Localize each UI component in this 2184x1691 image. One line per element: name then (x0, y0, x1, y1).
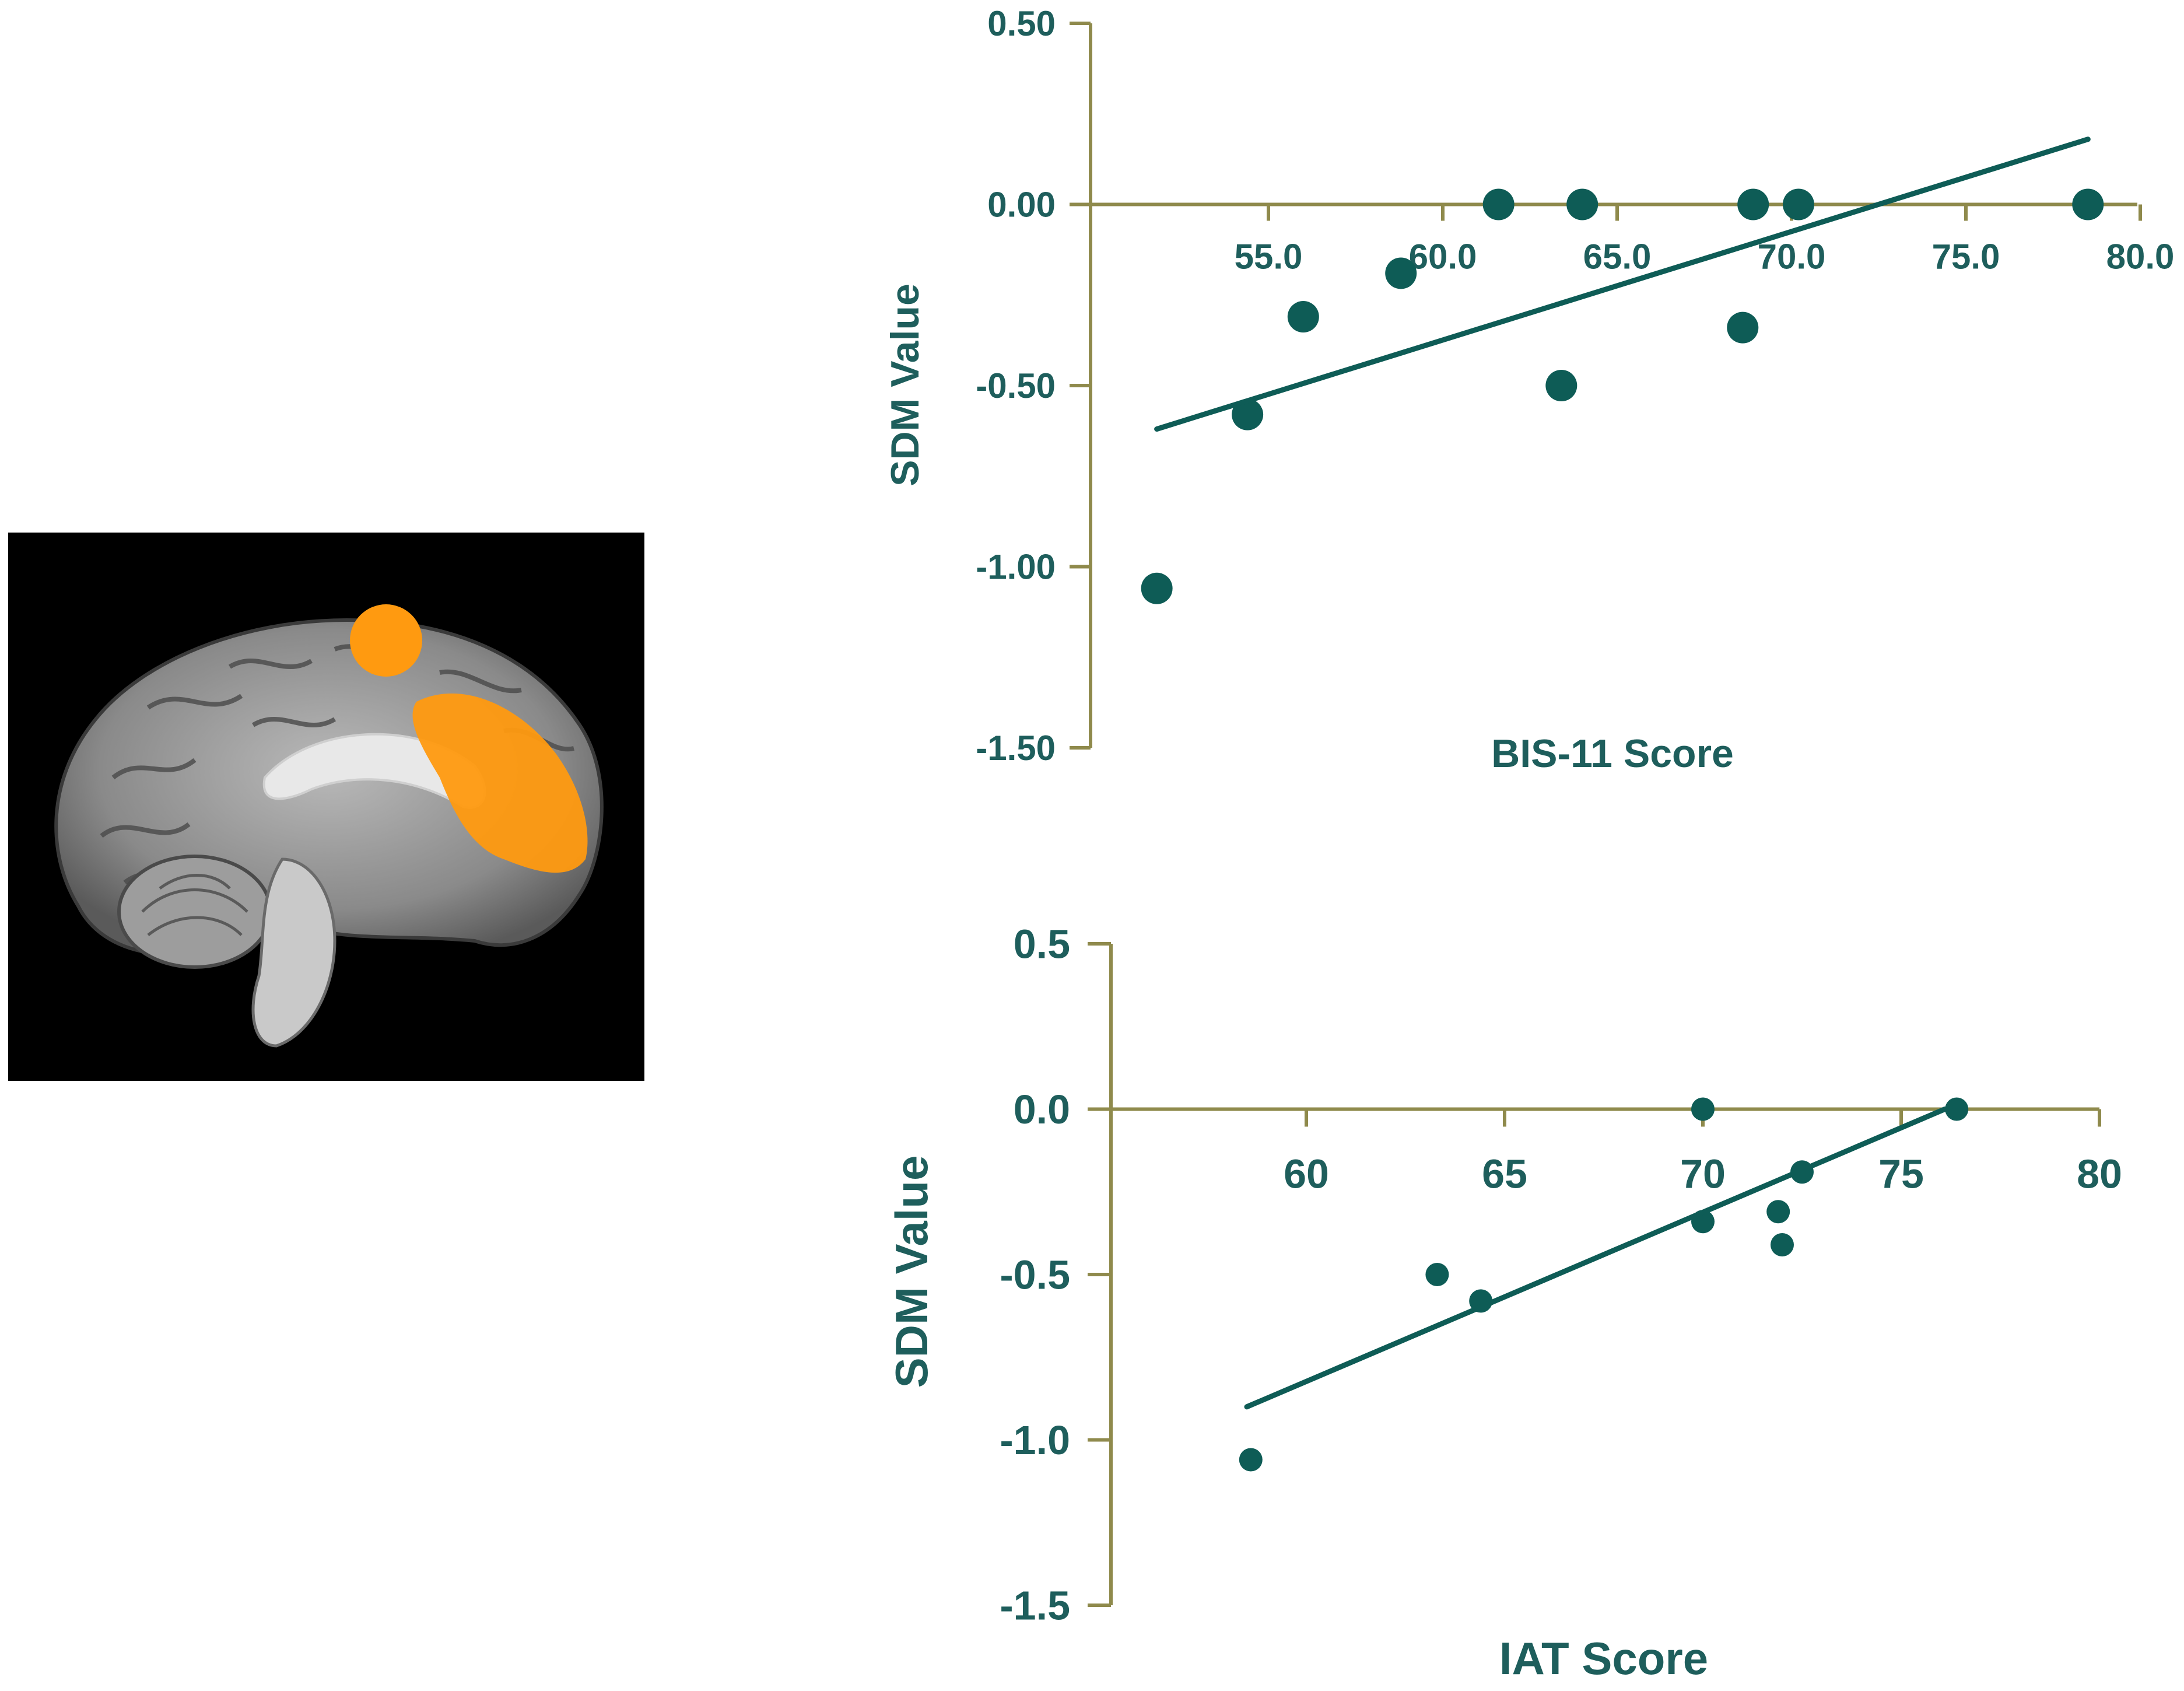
iat-data-point (1239, 1448, 1263, 1472)
bis11-y-axis-title: SDM Value (883, 283, 927, 486)
cerebellum-folia (141, 874, 248, 936)
iat-x-tick-label: 75 (1878, 1151, 1924, 1197)
bis11-y-tick-label: 0.00 (987, 185, 1056, 225)
iat-x-tick-label: 65 (1482, 1151, 1527, 1197)
iat-y-tick-label: -0.5 (1000, 1252, 1070, 1298)
bis11-x-tick-label: 80.0 (2106, 237, 2175, 276)
iat-data-point (1691, 1097, 1715, 1121)
iat-y-tick-label: -1.5 (1000, 1583, 1070, 1629)
bis11-x-tick-label: 65.0 (1583, 237, 1652, 276)
bis11-data-point (1737, 188, 1769, 220)
bis11-data-point (1232, 398, 1264, 430)
bis11-y-tick-label: -0.50 (976, 366, 1056, 405)
brain-mri-image (8, 533, 644, 1081)
bis11-y-tick-label: 0.50 (987, 4, 1056, 43)
bis11-data-point (1287, 301, 1319, 333)
iat-y-axis-title: SDM Value (886, 1156, 937, 1388)
iat-x-tick-label: 60 (1284, 1151, 1329, 1197)
bis11-axes (1070, 22, 2142, 750)
bis11-x-tick-label: 55.0 (1235, 237, 1303, 276)
iat-data-point (1771, 1233, 1794, 1256)
bis11-data-point (1482, 188, 1515, 220)
bis11-data-point (1782, 188, 1814, 220)
bis11-x-tick-label: 70.0 (1758, 237, 1826, 276)
bis11-data-point (1727, 311, 1759, 344)
iat-y-tick-label: -1.0 (1000, 1417, 1070, 1463)
iat-x-tick-label: 70 (1680, 1151, 1726, 1197)
iat-data-point (1766, 1200, 1790, 1224)
bis11-x-axis-title: BIS-11 Score (1491, 731, 1734, 776)
bis11-data-point (1141, 572, 1173, 604)
bis11-fit-line (1154, 136, 2091, 432)
bis11-data-point (1545, 370, 1577, 401)
bis11-data-point (1385, 257, 1417, 289)
iat-y-tick-label: 0.0 (1014, 1087, 1070, 1132)
bis11-x-tick-labels: 55.0 60.0 65.0 70.0 75.0 80.0 (1235, 237, 2175, 276)
bis11-x-tick-label: 60.0 (1409, 237, 1477, 276)
iat-fit-line (1244, 1107, 1948, 1410)
bis11-x-tick-label: 75.0 (1932, 237, 2000, 276)
bis11-data-point (2072, 188, 2104, 220)
bis11-y-tick-label: -1.50 (976, 729, 1056, 768)
iat-x-tick-labels: 60 65 70 75 80 (1284, 1151, 2122, 1197)
iat-y-tick-label: 0.5 (1014, 922, 1070, 967)
iat-x-axis-title: IAT Score (1499, 1633, 1708, 1684)
highlight-cluster-small (350, 604, 422, 677)
bis11-y-tick-label: -1.00 (976, 548, 1056, 587)
highlight-cluster-large (412, 693, 588, 873)
iat-fit-line-group (1244, 1107, 1948, 1410)
bis11-fit-line-group (1154, 136, 2091, 432)
bis11-scatter-plot: 0.50 0.00 -0.50 -1.00 -1.50 55.0 60.0 65.0 70.0… (883, 4, 2174, 776)
iat-points (1239, 1097, 1969, 1472)
bis11-y-tick-labels: 0.50 0.00 -0.50 -1.00 -1.50 (976, 4, 1056, 768)
iat-scatter-plot: 0.50.0-0.5-1.0-1.5 60 65 70 75 80 IAT Score … (886, 922, 2122, 1685)
brain-sagittal-slice (8, 533, 644, 1081)
iat-data-point (1425, 1263, 1449, 1286)
iat-x-tick-label: 80 (2077, 1151, 2122, 1197)
bis11-points (1141, 188, 2104, 604)
iat-data-point (1945, 1097, 1969, 1121)
iat-y-tick-labels: 0.5 0.0 -0.5 -1.0 -1.5 (1000, 922, 1070, 1629)
bis11-data-point (1566, 188, 1598, 220)
iat-axes (1088, 942, 2101, 1607)
brainstem (251, 857, 336, 1048)
